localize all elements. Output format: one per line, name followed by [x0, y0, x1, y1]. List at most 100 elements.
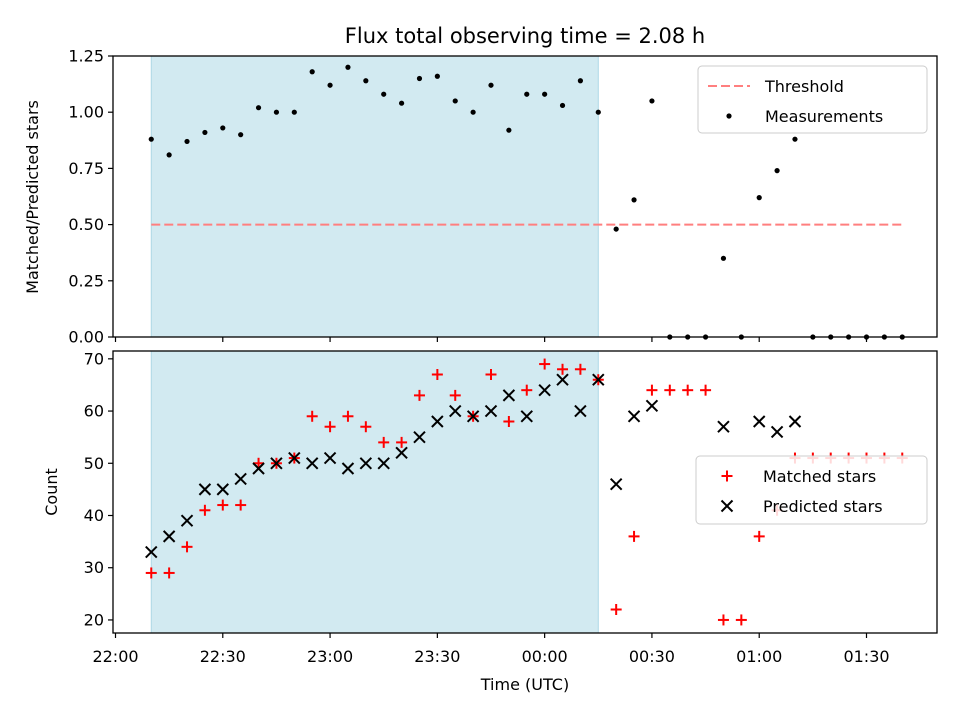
matched-star-point: [721, 470, 733, 482]
predicted-star-d2: [538, 383, 551, 397]
y-tick-label: 0.50: [68, 215, 104, 234]
x-tick-label: 00:30: [629, 647, 675, 666]
bottom-panel: 20 30 40 50 60 70 22:00 22:30 23:00 23:30 00:00 00:…: [42, 349, 938, 694]
predicted-star-d2: [395, 446, 408, 460]
x-tick-label: 23:30: [414, 647, 460, 666]
predicted-star-point: [627, 410, 641, 423]
predicted-star-point: [538, 383, 551, 397]
predicted-star-d2: [627, 410, 641, 423]
predicted-star-point: [717, 420, 730, 433]
measurement-point: [381, 91, 387, 97]
measurement-point: [559, 102, 566, 109]
measurement-point: [774, 168, 780, 174]
legend-entry: Threshold: [708, 77, 844, 96]
matched-star-point: [700, 384, 712, 396]
predicted-star-d2: [788, 415, 802, 428]
matched-star-point: [682, 384, 694, 396]
measurement-point: [595, 109, 601, 115]
measurement-point: [363, 78, 369, 84]
predicted-star-point: [234, 472, 247, 486]
measurement-point: [184, 138, 190, 145]
matched-star-point: [306, 410, 318, 422]
predicted-star-d2: [520, 410, 533, 423]
matched-star-point: [610, 604, 622, 615]
matched-star-point: [574, 363, 586, 375]
predicted-star-point: [395, 446, 408, 460]
predicted-star-point: [592, 373, 605, 386]
measurement-point: [726, 113, 732, 119]
predicted-star-point: [252, 462, 265, 475]
bottom-y-axis-label: Count: [42, 468, 61, 516]
legend-label: Measurements: [765, 107, 883, 126]
predicted-star-point: [609, 477, 623, 491]
predicted-star-d2: [216, 483, 229, 496]
measurement-point: [613, 226, 619, 232]
observing-window-span: [150, 55, 599, 338]
predicted-star-d2: [609, 477, 623, 491]
matched-star-point: [485, 369, 497, 380]
predicted-star-point: [413, 430, 426, 444]
predicted-star-point: [466, 410, 480, 423]
predicted-star-d2: [753, 415, 766, 428]
matched-star-point: [145, 567, 157, 579]
x-tick-label: 22:30: [200, 647, 246, 666]
bottom-plot-area: 20 30 40 50 60 70 22:00 22:30 23:00 23:30 00:00 00:…: [84, 349, 938, 666]
measurement-point: [792, 136, 798, 142]
measurement-point: [148, 136, 154, 142]
y-tick-label: 1.25: [68, 47, 104, 66]
measurement-point: [506, 127, 512, 133]
axes-frame: [112, 55, 938, 338]
measurement-point: [488, 82, 494, 88]
x-axis-label: Time (UTC): [480, 675, 569, 694]
measurement-point: [238, 132, 244, 138]
predicted-star-point: [198, 483, 212, 496]
predicted-star-d2: [413, 430, 426, 444]
matched-star-point: [539, 358, 551, 370]
measurement-point: [524, 91, 530, 97]
measurement-point: [577, 78, 584, 84]
legend-label: Matched stars: [763, 467, 876, 486]
y-tick-label: 70: [84, 349, 104, 368]
x-tick-label: 01:00: [736, 647, 782, 666]
predicted-star-point: [720, 499, 734, 513]
predicted-star-d2: [145, 545, 158, 559]
measurement-point: [202, 129, 208, 136]
predicted-star-point: [788, 415, 802, 428]
predicted-star-point: [753, 415, 766, 428]
legend-box: [697, 65, 928, 134]
predicted-star-d2: [198, 483, 212, 496]
predicted-star-d2: [592, 373, 605, 386]
measurement-point: [649, 98, 655, 104]
predicted-star-point: [341, 462, 355, 475]
top-y-axis-label: Matched/Predicted stars: [23, 100, 42, 294]
series-measurements: [148, 64, 905, 340]
predicted-star-d2: [484, 404, 498, 418]
x-tick-label: 22:00: [92, 647, 138, 666]
predicted-star-point: [431, 415, 444, 428]
y-tick-label: 30: [84, 558, 104, 577]
predicted-star-d2: [770, 425, 784, 439]
x-tick-label: 00:00: [522, 647, 568, 666]
predicted-star-point: [556, 373, 569, 386]
measurement-point: [416, 75, 423, 82]
measurement-point: [434, 73, 440, 79]
legend-entry: Matched stars: [721, 467, 876, 486]
measurement-point: [291, 109, 297, 115]
measurement-point: [720, 255, 727, 261]
y-tick-label: 60: [84, 402, 104, 421]
matched-star-point: [217, 499, 229, 511]
matched-star-point: [378, 436, 390, 448]
predicted-star-point: [270, 457, 283, 470]
legend-label: Threshold: [764, 77, 844, 96]
matched-star-point: [717, 614, 729, 626]
top-panel: 0.00 0.25 0.50 0.75 1.00 1.25 Matched/Predict…: [23, 47, 938, 347]
predicted-star-d2: [359, 457, 373, 470]
predicted-star-point: [359, 457, 373, 470]
predicted-star-d2: [431, 415, 444, 428]
matched-star-point: [235, 499, 247, 511]
predicted-star-d2: [288, 451, 301, 465]
y-tick-label: 1.00: [68, 103, 104, 122]
predicted-star-d2: [377, 457, 390, 470]
measurement-point: [220, 125, 226, 131]
y-tick-label: 40: [84, 506, 104, 525]
